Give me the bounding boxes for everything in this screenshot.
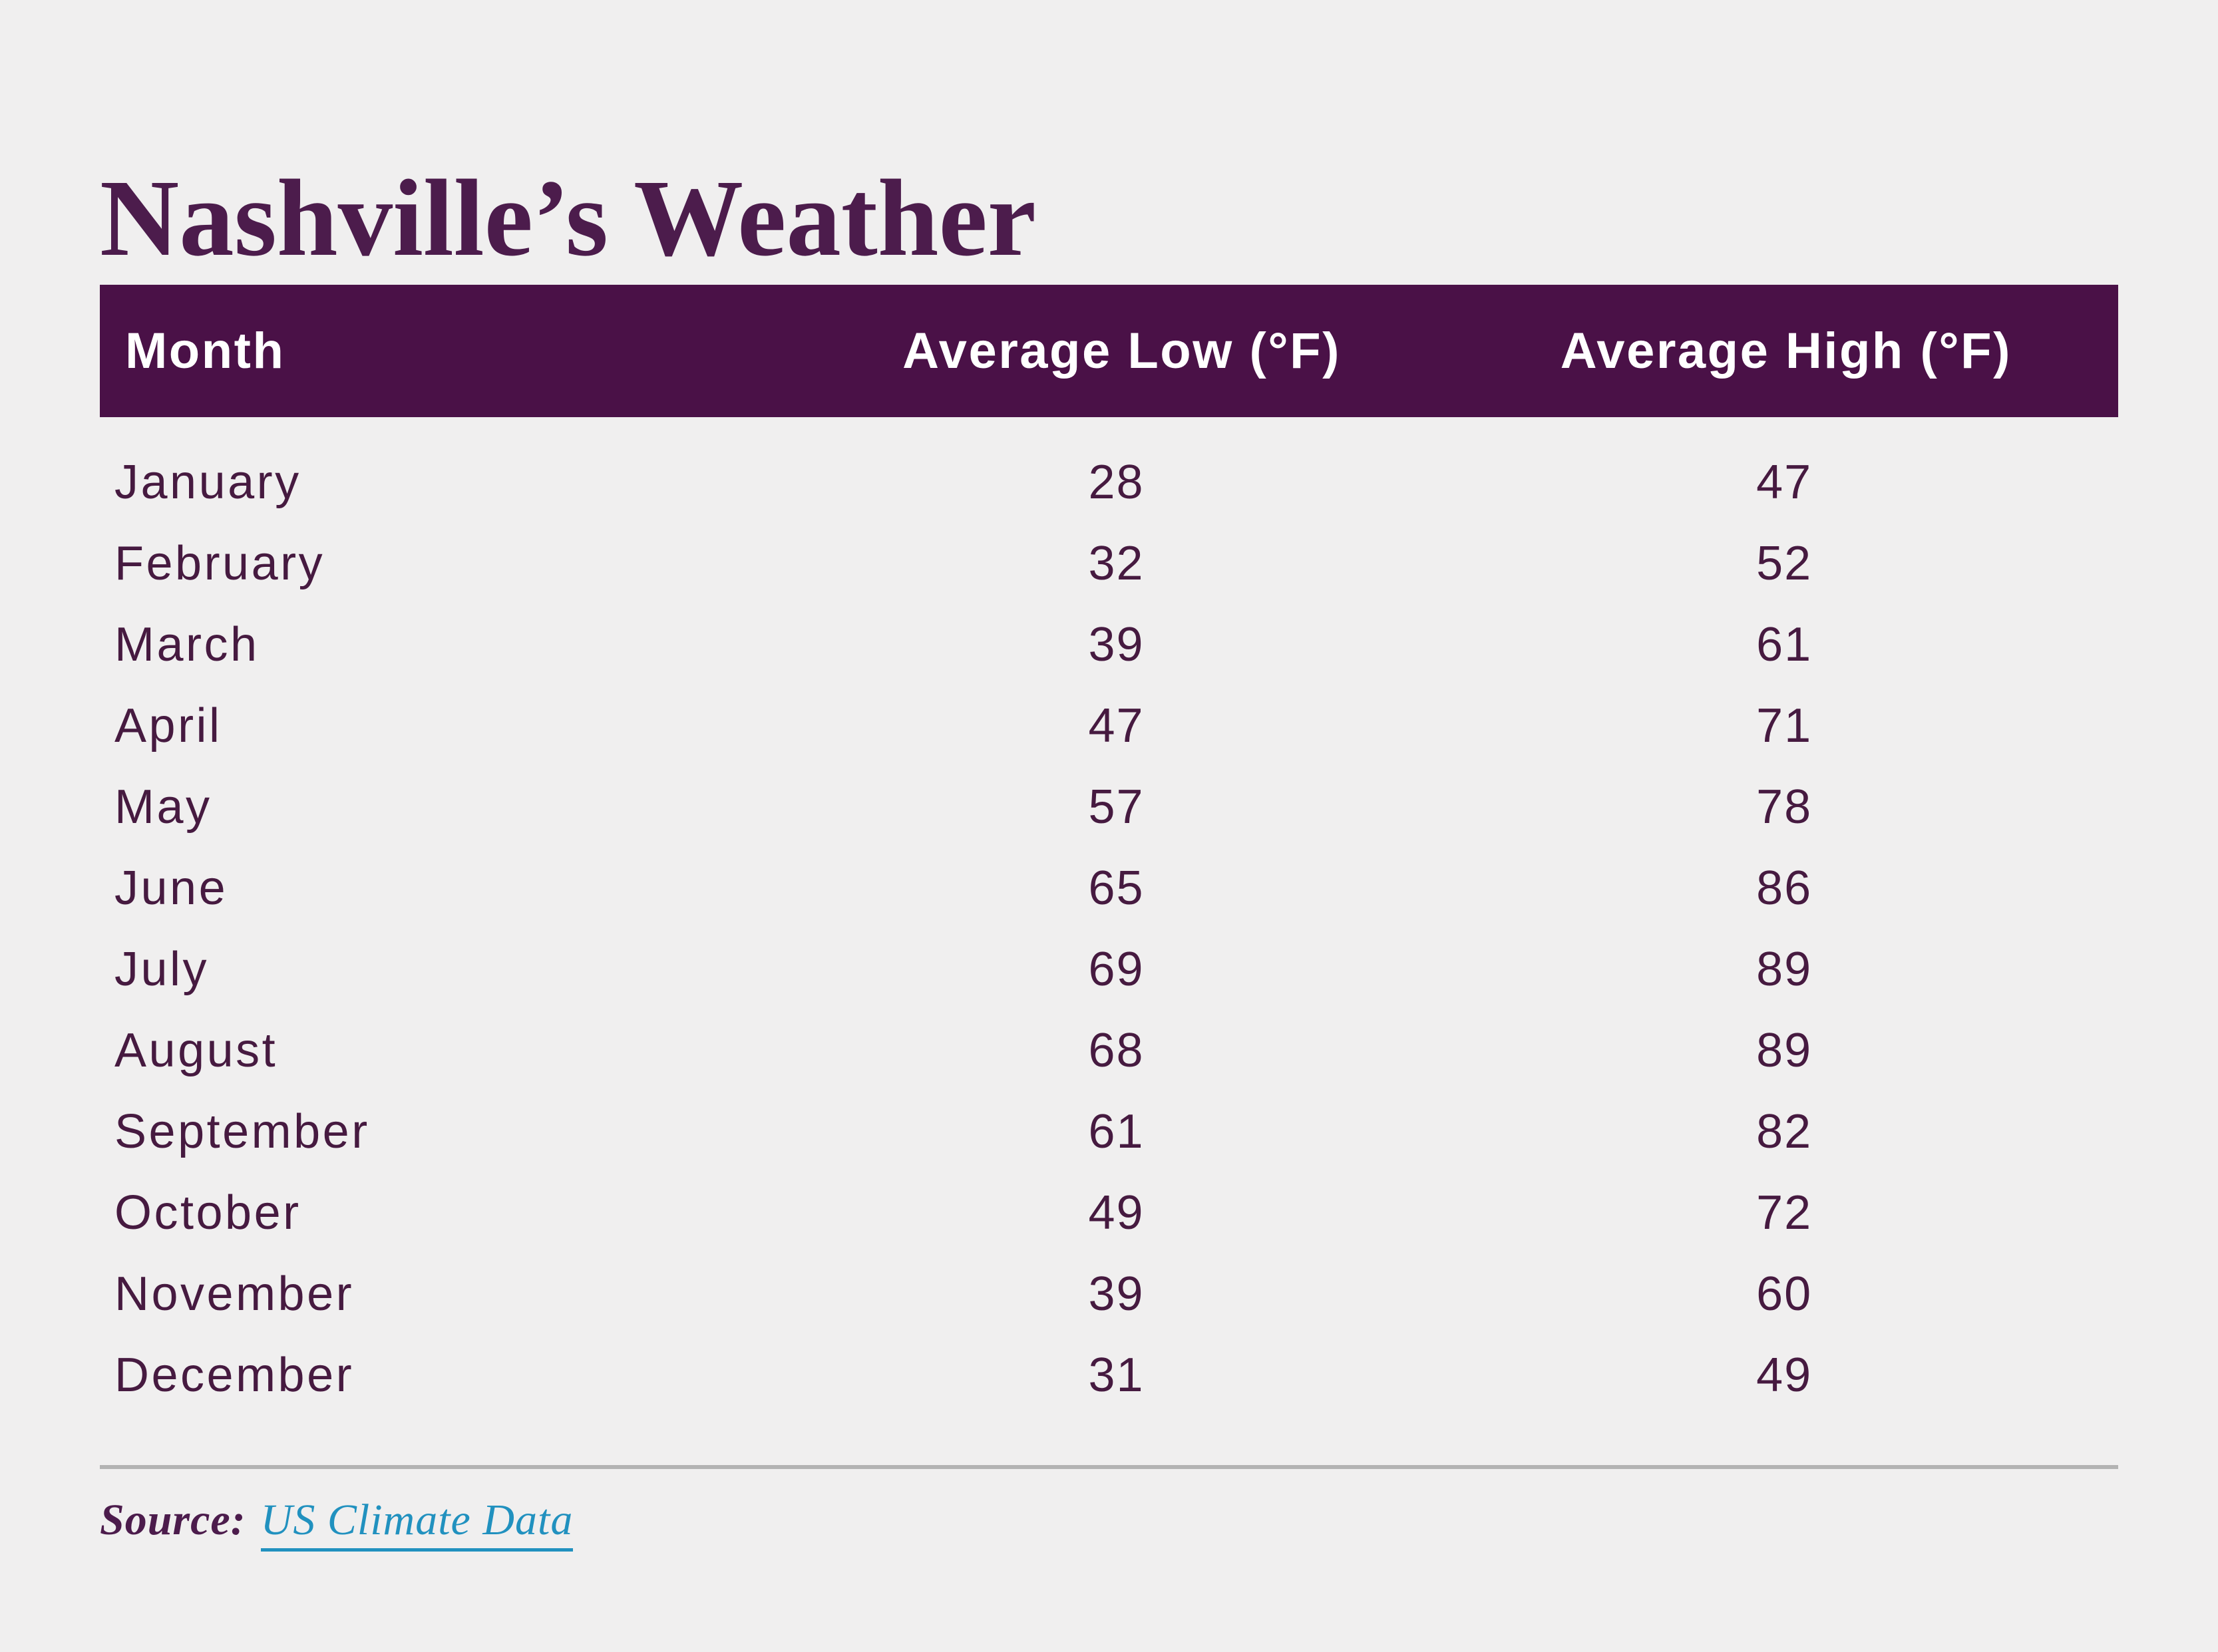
low-value-cell: 61 — [1088, 1105, 1145, 1158]
high-value-cell: 72 — [1756, 1186, 1813, 1239]
table-row: November 39 60 — [100, 1253, 2118, 1335]
source-label: Source: — [100, 1496, 246, 1544]
low-value-cell: 68 — [1088, 1024, 1145, 1077]
month-cell: June — [114, 862, 228, 915]
low-value-cell: 57 — [1088, 780, 1145, 834]
month-cell: May — [114, 780, 212, 834]
low-value-cell: 32 — [1088, 537, 1145, 590]
high-value-cell: 71 — [1756, 699, 1813, 752]
month-cell: October — [114, 1186, 301, 1239]
footer-divider — [100, 1465, 2118, 1469]
low-value-cell: 39 — [1088, 618, 1145, 671]
table-header: Month Average Low (°F) Average High (°F) — [100, 285, 2118, 417]
month-cell: August — [114, 1024, 278, 1077]
page-title: Nashville’s Weather — [100, 156, 1037, 279]
month-cell: November — [114, 1267, 355, 1321]
table-row: May 57 78 — [100, 766, 2118, 848]
month-cell: September — [114, 1105, 370, 1158]
high-value-cell: 49 — [1756, 1349, 1813, 1402]
month-cell: April — [114, 699, 222, 752]
low-value-cell: 39 — [1088, 1267, 1145, 1321]
high-value-cell: 47 — [1756, 456, 1813, 509]
table-row: August 68 89 — [100, 1010, 2118, 1091]
table-row: June 65 86 — [100, 848, 2118, 929]
header-cell-avg-high: Average High (°F) — [1560, 323, 2012, 379]
weather-table-body: January 28 47 February 32 52 March 39 61… — [100, 442, 2118, 1416]
source-line: Source: US Climate Data — [100, 1495, 574, 1552]
low-value-cell: 31 — [1088, 1349, 1145, 1402]
table-row: September 61 82 — [100, 1091, 2118, 1172]
month-cell: January — [114, 456, 301, 509]
table-row: March 39 61 — [100, 604, 2118, 685]
high-value-cell: 86 — [1756, 862, 1813, 915]
month-cell: July — [114, 943, 210, 996]
high-value-cell: 89 — [1756, 1024, 1813, 1077]
header-cell-month: Month — [125, 323, 285, 379]
high-value-cell: 89 — [1756, 943, 1813, 996]
low-value-cell: 49 — [1088, 1186, 1145, 1239]
table-row: December 31 49 — [100, 1335, 2118, 1416]
high-value-cell: 60 — [1756, 1267, 1813, 1321]
header-cell-avg-low: Average Low (°F) — [902, 323, 1341, 379]
high-value-cell: 78 — [1756, 780, 1813, 834]
table-row: February 32 52 — [100, 523, 2118, 604]
table-row: January 28 47 — [100, 442, 2118, 523]
month-cell: March — [114, 618, 260, 671]
low-value-cell: 47 — [1088, 699, 1145, 752]
table-row: July 69 89 — [100, 929, 2118, 1010]
high-value-cell: 61 — [1756, 618, 1813, 671]
table-row: October 49 72 — [100, 1172, 2118, 1253]
high-value-cell: 52 — [1756, 537, 1813, 590]
table-row: April 47 71 — [100, 685, 2118, 766]
month-cell: December — [114, 1349, 355, 1402]
source-link[interactable]: US Climate Data — [260, 1496, 574, 1552]
low-value-cell: 28 — [1088, 456, 1145, 509]
month-cell: February — [114, 537, 325, 590]
high-value-cell: 82 — [1756, 1105, 1813, 1158]
low-value-cell: 65 — [1088, 862, 1145, 915]
low-value-cell: 69 — [1088, 943, 1145, 996]
